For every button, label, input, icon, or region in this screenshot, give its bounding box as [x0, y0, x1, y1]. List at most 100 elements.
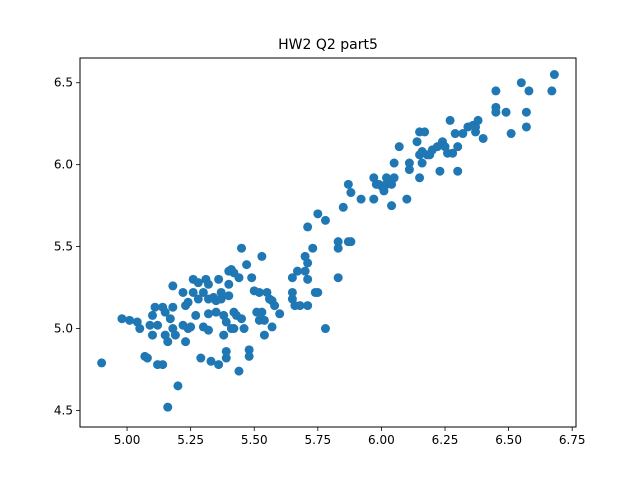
- data-point: [501, 107, 511, 117]
- data-point: [239, 324, 249, 334]
- data-point: [458, 129, 468, 139]
- data-point: [453, 142, 463, 152]
- data-point: [242, 260, 252, 270]
- data-point: [244, 351, 254, 361]
- data-point: [346, 237, 356, 247]
- data-point: [450, 129, 460, 139]
- data-point: [244, 345, 254, 355]
- data-point: [221, 317, 231, 327]
- data-point: [214, 274, 224, 284]
- data-point: [547, 86, 557, 96]
- data-point: [191, 310, 201, 320]
- data-point: [117, 314, 127, 324]
- data-point: [412, 137, 422, 147]
- data-point: [147, 310, 157, 320]
- data-point: [473, 115, 483, 125]
- data-point: [257, 251, 267, 261]
- data-point: [320, 215, 330, 225]
- data-point: [173, 381, 183, 391]
- data-point: [295, 301, 305, 311]
- data-point: [402, 194, 412, 204]
- data-point: [186, 322, 196, 332]
- data-point: [267, 322, 277, 332]
- data-point: [257, 307, 267, 317]
- data-point: [521, 107, 531, 117]
- data-point: [343, 179, 353, 189]
- data-point: [333, 243, 343, 253]
- data-point: [168, 302, 178, 312]
- data-point: [193, 294, 203, 304]
- data-point: [389, 173, 399, 183]
- data-point: [448, 148, 458, 158]
- plot-frame: [79, 57, 577, 428]
- data-point: [237, 243, 247, 253]
- data-point: [183, 297, 193, 307]
- x-tick-label: 6.25: [432, 433, 459, 447]
- data-point: [491, 107, 501, 117]
- data-point: [313, 287, 323, 297]
- y-tick-label: 5.5: [54, 240, 73, 254]
- chart-title: HW2 Q2 part5: [278, 37, 378, 53]
- data-point: [287, 273, 297, 283]
- data-point: [229, 324, 239, 334]
- data-point: [145, 320, 155, 330]
- data-point: [216, 287, 226, 297]
- data-point: [224, 279, 234, 289]
- data-point: [382, 173, 392, 183]
- data-point: [270, 301, 280, 311]
- data-point: [453, 166, 463, 176]
- data-point: [524, 86, 534, 96]
- data-point: [308, 243, 318, 253]
- x-tick-label: 6.00: [368, 433, 395, 447]
- data-point: [211, 307, 221, 317]
- data-point: [254, 287, 264, 297]
- data-point: [178, 287, 188, 297]
- data-point: [163, 402, 173, 412]
- data-point: [549, 70, 559, 80]
- data-point: [165, 314, 175, 324]
- data-point: [193, 278, 203, 288]
- data-point: [404, 165, 414, 175]
- data-point: [287, 287, 297, 297]
- x-tick-label: 5.00: [114, 433, 141, 447]
- data-point: [300, 266, 310, 276]
- data-point: [259, 330, 269, 340]
- y-tick-label: 5.0: [54, 322, 73, 336]
- data-point: [415, 173, 425, 183]
- data-point: [188, 287, 198, 297]
- data-point: [303, 258, 313, 268]
- data-point: [224, 291, 234, 301]
- data-point: [404, 158, 414, 168]
- data-point: [369, 194, 379, 204]
- data-point: [445, 115, 455, 125]
- x-tick-label: 5.25: [177, 433, 204, 447]
- data-point: [346, 188, 356, 198]
- data-point: [417, 158, 427, 168]
- data-point: [203, 279, 213, 289]
- data-point: [338, 202, 348, 212]
- data-point: [506, 129, 516, 139]
- x-tick-label: 6.75: [559, 433, 586, 447]
- data-point: [158, 360, 168, 370]
- data-point: [303, 274, 313, 284]
- data-point: [153, 320, 163, 330]
- data-point: [356, 194, 366, 204]
- data-point: [125, 315, 135, 325]
- data-point: [435, 166, 445, 176]
- data-point: [259, 315, 269, 325]
- data-point: [203, 309, 213, 319]
- x-tick-label: 6.50: [495, 433, 522, 447]
- y-tick-label: 6.5: [54, 76, 73, 90]
- data-point: [234, 273, 244, 283]
- data-point: [168, 281, 178, 291]
- data-point: [333, 273, 343, 283]
- data-point: [234, 366, 244, 376]
- data-point: [203, 325, 213, 335]
- y-tick-label: 6.0: [54, 158, 73, 172]
- data-point: [150, 302, 160, 312]
- data-point: [394, 142, 404, 152]
- data-point: [219, 330, 229, 340]
